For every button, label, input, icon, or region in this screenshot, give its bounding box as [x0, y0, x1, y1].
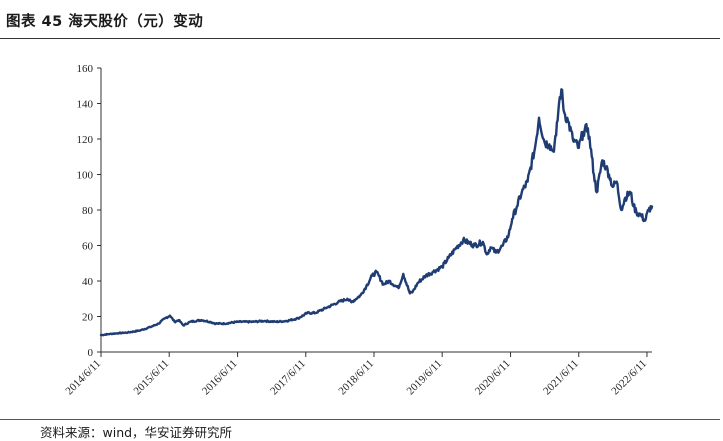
x-tick-label: 2016/6/11 [200, 358, 240, 398]
series-layer [99, 88, 654, 337]
title-divider [0, 38, 720, 39]
figure-title: 图表 45 海天股价（元）变动 [6, 14, 204, 30]
y-tick-label: 40 [82, 276, 94, 288]
y-tick-label: 80 [82, 205, 94, 217]
x-tick-label: 2014/6/11 [63, 358, 103, 398]
y-tick-label: 20 [82, 312, 94, 324]
y-axis: 0 20 40 60 80 100 120 140 160 [77, 63, 102, 359]
y-tick-label: 60 [82, 241, 94, 253]
price-line [99, 88, 654, 337]
source-note: 资料来源：wind，华安证券研究所 [40, 425, 233, 440]
y-tick-label: 100 [77, 170, 94, 182]
x-tick-label: 2015/6/11 [132, 358, 172, 398]
x-tick-label: 2021/6/11 [541, 358, 581, 398]
x-tick-label: 2018/6/11 [336, 358, 376, 398]
y-tick-label: 140 [77, 99, 94, 111]
source-divider [0, 419, 720, 420]
x-tick-label: 2017/6/11 [268, 358, 308, 398]
y-tick-label: 0 [88, 347, 94, 359]
y-tick-label: 160 [77, 63, 94, 75]
x-tick-label: 2019/6/11 [405, 358, 445, 398]
y-tick-label: 120 [77, 134, 94, 146]
x-tick-label: 2022/6/11 [609, 358, 649, 398]
x-tick-label: 2020/6/11 [473, 358, 513, 398]
x-axis: 2014/6/11 2015/6/11 2016/6/11 2017/6/11 2018… [63, 351, 652, 398]
